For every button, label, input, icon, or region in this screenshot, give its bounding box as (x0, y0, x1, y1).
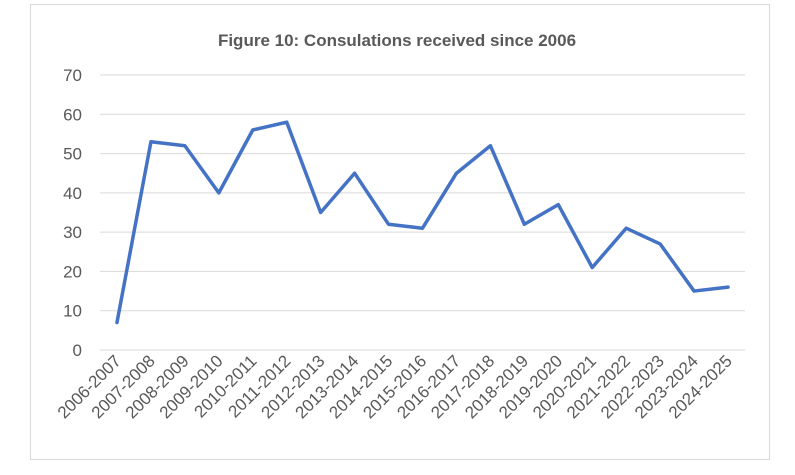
chart-frame (30, 4, 770, 460)
series-line (115, 120, 730, 325)
y-tick-label: 70 (63, 66, 82, 85)
y-tick-label: 40 (63, 184, 82, 203)
y-tick-label: 20 (63, 262, 82, 281)
chart-title: Figure 10: Consulations received since 2… (218, 31, 576, 50)
y-tick-label: 10 (63, 302, 82, 321)
y-tick-label: 30 (63, 223, 82, 242)
y-tick-label: 60 (63, 105, 82, 124)
y-tick-label: 0 (73, 341, 82, 360)
y-tick-label: 50 (63, 145, 82, 164)
